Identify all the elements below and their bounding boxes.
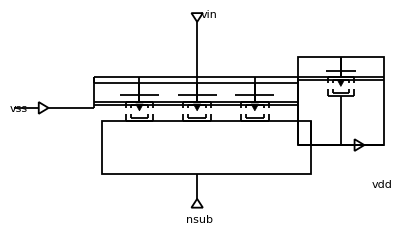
Polygon shape [251, 105, 259, 111]
Polygon shape [337, 80, 345, 87]
Polygon shape [193, 105, 201, 111]
Bar [298, 58, 384, 146]
Text: vss: vss [9, 104, 28, 114]
Bar [102, 121, 310, 175]
Text: nsub: nsub [186, 214, 213, 224]
Text: vdd: vdd [372, 179, 393, 189]
Text: vin: vin [201, 10, 218, 20]
Polygon shape [136, 105, 143, 111]
